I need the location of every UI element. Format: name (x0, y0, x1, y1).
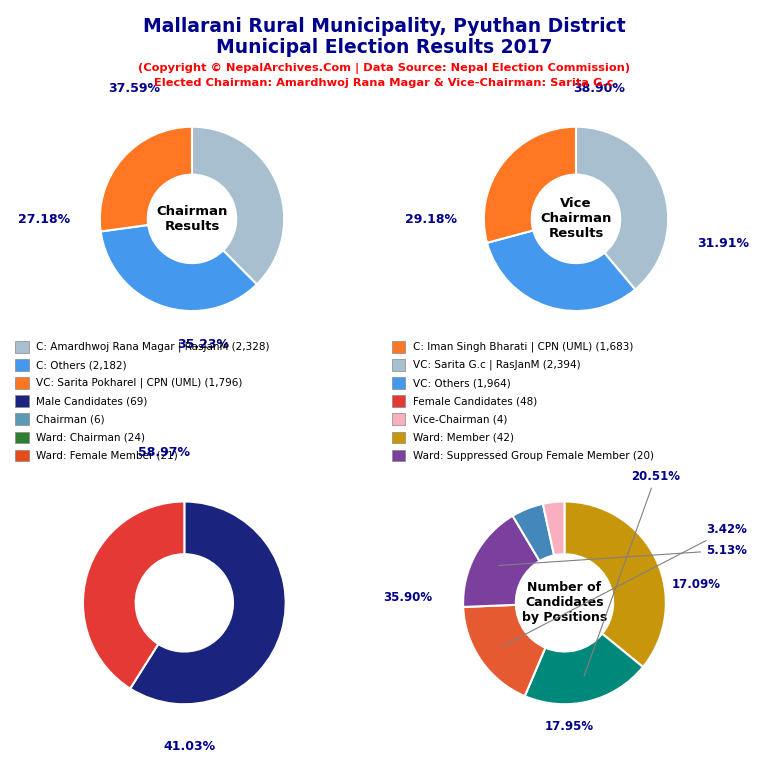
Text: VC: Sarita G.c | RasJanM (2,394): VC: Sarita G.c | RasJanM (2,394) (412, 360, 581, 370)
Bar (15, 432, 28, 443)
Wedge shape (192, 127, 284, 284)
Bar (15, 377, 28, 389)
Bar (392, 413, 405, 425)
Text: 38.90%: 38.90% (573, 82, 625, 95)
Bar (392, 450, 405, 462)
Text: 35.90%: 35.90% (382, 591, 432, 604)
Bar (15, 396, 28, 407)
Text: (Copyright © NepalArchives.Com | Data Source: Nepal Election Commission): (Copyright © NepalArchives.Com | Data So… (138, 63, 630, 74)
Text: 41.03%: 41.03% (164, 740, 216, 753)
Text: 58.97%: 58.97% (138, 446, 190, 459)
Bar (392, 396, 405, 407)
Wedge shape (484, 127, 576, 243)
Text: Ward: Suppressed Group Female Member (20): Ward: Suppressed Group Female Member (20… (412, 451, 654, 461)
Wedge shape (576, 127, 668, 290)
Text: Ward: Member (42): Ward: Member (42) (412, 432, 514, 442)
Bar (15, 450, 28, 462)
Bar (15, 413, 28, 425)
Text: 20.51%: 20.51% (584, 470, 680, 676)
Text: 35.23%: 35.23% (177, 338, 230, 351)
Wedge shape (83, 502, 184, 689)
Text: Male Candidates (69): Male Candidates (69) (36, 396, 147, 406)
Text: VC: Sarita Pokharel | CPN (UML) (1,796): VC: Sarita Pokharel | CPN (UML) (1,796) (36, 378, 243, 389)
Text: Ward: Chairman (24): Ward: Chairman (24) (36, 432, 145, 442)
Wedge shape (543, 502, 564, 555)
Bar (392, 359, 405, 371)
Bar (15, 359, 28, 371)
Wedge shape (487, 230, 635, 311)
Bar (15, 341, 28, 353)
Text: 29.18%: 29.18% (405, 214, 457, 227)
Text: Vice
Chairman
Results: Vice Chairman Results (541, 197, 611, 240)
Wedge shape (463, 516, 540, 607)
Text: Vice-Chairman (4): Vice-Chairman (4) (412, 415, 507, 425)
Text: 5.13%: 5.13% (498, 544, 747, 565)
Wedge shape (100, 127, 192, 231)
Text: Mallarani Rural Municipality, Pyuthan District: Mallarani Rural Municipality, Pyuthan Di… (143, 17, 625, 36)
Bar (392, 341, 405, 353)
Text: Elected Chairman: Amardhwoj Rana Magar & Vice-Chairman: Sarita G.c: Elected Chairman: Amardhwoj Rana Magar &… (154, 78, 614, 88)
Wedge shape (525, 634, 643, 704)
Wedge shape (564, 502, 666, 667)
Wedge shape (512, 504, 554, 561)
Text: Chairman (6): Chairman (6) (36, 415, 105, 425)
Wedge shape (463, 605, 545, 696)
Bar (392, 377, 405, 389)
Text: C: Amardhwoj Rana Magar | RasJanM (2,328): C: Amardhwoj Rana Magar | RasJanM (2,328… (36, 342, 270, 353)
Text: Female Candidates (48): Female Candidates (48) (412, 396, 537, 406)
Text: 37.59%: 37.59% (108, 82, 161, 95)
Text: C: Iman Singh Bharati | CPN (UML) (1,683): C: Iman Singh Bharati | CPN (UML) (1,683… (412, 342, 633, 353)
Text: VC: Others (1,964): VC: Others (1,964) (412, 378, 511, 388)
Wedge shape (101, 225, 257, 311)
Text: Municipal Election Results 2017: Municipal Election Results 2017 (216, 38, 552, 58)
Text: 17.95%: 17.95% (545, 720, 594, 733)
Text: C: Others (2,182): C: Others (2,182) (36, 360, 127, 370)
Text: 17.09%: 17.09% (672, 578, 721, 591)
Text: 3.42%: 3.42% (503, 523, 747, 646)
Text: Chairman
Results: Chairman Results (157, 205, 227, 233)
Text: 27.18%: 27.18% (18, 214, 71, 227)
Text: Number of
Candidates
by Gender: Number of Candidates by Gender (145, 581, 223, 624)
Bar (392, 432, 405, 443)
Wedge shape (130, 502, 286, 704)
Text: Number of
Candidates
by Positions: Number of Candidates by Positions (521, 581, 607, 624)
Text: Ward: Female Member (21): Ward: Female Member (21) (36, 451, 178, 461)
Text: 31.91%: 31.91% (697, 237, 750, 250)
